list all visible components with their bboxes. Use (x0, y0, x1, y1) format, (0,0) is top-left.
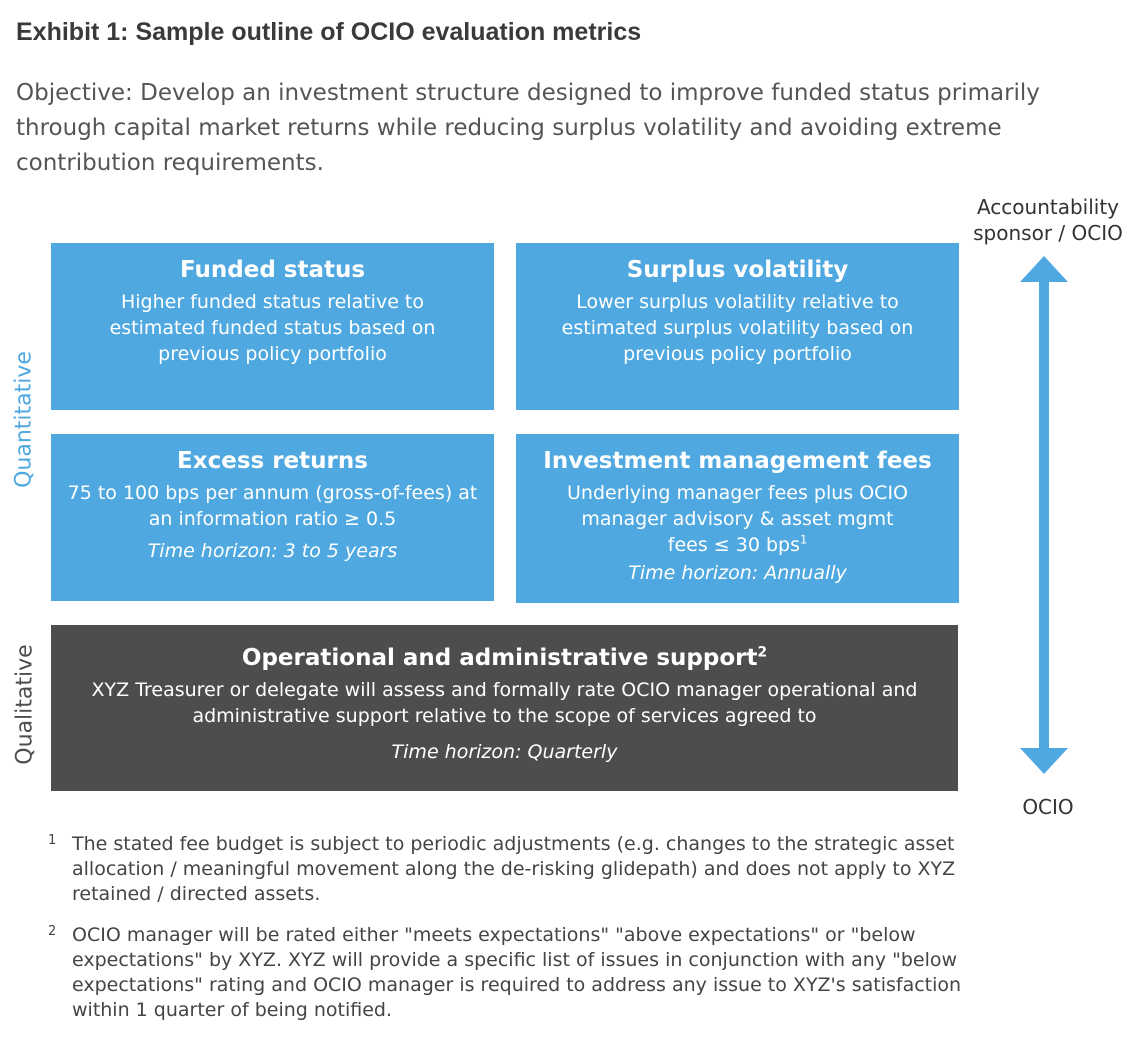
funded-status-body: Higher funded status relative to estimat… (109, 291, 436, 365)
operational-support-title-wrap: Operational and administrative support2 (51, 643, 958, 673)
excess-returns-horizon: Time horizon: 3 to 5 years (147, 540, 398, 562)
investment-fees-horizon: Time horizon: Annually (628, 562, 847, 584)
operational-support-horizon: Time horizon: Quarterly (391, 741, 618, 763)
investment-fees-body: Underlying manager fees plus OCIO manage… (567, 482, 908, 556)
footnote-1-text: The stated fee budget is subject to peri… (72, 833, 956, 905)
surplus-volatility-box: Surplus volatility Lower surplus volatil… (516, 243, 959, 410)
footnote-1-number: 1 (48, 833, 57, 848)
footnote-1: 1 The stated fee budget is subject to pe… (48, 832, 968, 907)
surplus-volatility-title: Surplus volatility (626, 257, 849, 283)
footnote-2-text: OCIO manager will be rated either "meets… (72, 924, 962, 1021)
qualitative-label: Qualitative (12, 644, 38, 765)
excess-returns-body: 75 to 100 bps per annum (gross-of-fees) … (67, 482, 478, 530)
objective-text: Objective: Develop an investment structu… (16, 80, 1040, 176)
footnote-ref-2: 2 (757, 644, 768, 661)
accountability-line1: Accountability (976, 195, 1120, 219)
accountability-line2: sponsor / OCIO (973, 221, 1123, 245)
operational-support-body: XYZ Treasurer or delegate will assess an… (91, 679, 918, 727)
investment-fees-body-wrap: Underlying manager fees plus OCIO manage… (516, 480, 959, 558)
investment-fees-title: Investment management fees (543, 448, 932, 474)
funded-status-box: Funded status Higher funded status relat… (51, 243, 494, 410)
quantitative-label: Quantitative (11, 351, 37, 488)
accountability-top-label: Accountability sponsor / OCIO (966, 194, 1130, 246)
operational-support-title: Operational and administrative support (241, 645, 758, 671)
accountability-bottom-label: OCIO (1022, 795, 1074, 819)
footnote-ref-1: 1 (799, 532, 808, 547)
surplus-volatility-body: Lower surplus volatility relative to est… (561, 291, 914, 365)
double-arrow-icon (1020, 256, 1068, 774)
investment-fees-box: Investment management fees Underlying ma… (516, 434, 959, 603)
funded-status-title: Funded status (179, 257, 366, 283)
excess-returns-box: Excess returns 75 to 100 bps per annum (… (51, 434, 494, 601)
footnote-2: 2 OCIO manager will be rated either "mee… (48, 923, 968, 1023)
operational-support-box: Operational and administrative support2 … (51, 625, 958, 791)
exhibit-title: Exhibit 1: Sample outline of OCIO evalua… (16, 18, 642, 46)
footnotes: 1 The stated fee budget is subject to pe… (48, 832, 968, 1039)
footnote-2-number: 2 (48, 924, 57, 939)
excess-returns-title: Excess returns (177, 448, 368, 474)
